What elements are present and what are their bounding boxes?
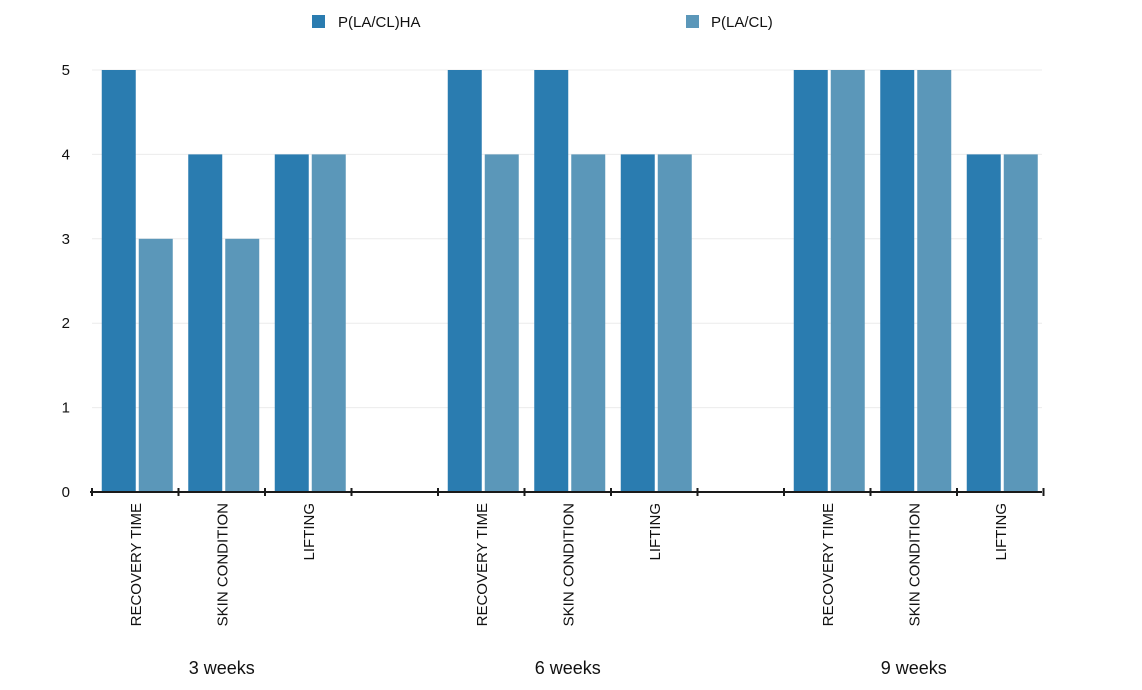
bar xyxy=(1003,154,1038,492)
bar xyxy=(571,154,606,492)
bar xyxy=(447,70,482,492)
legend-swatch xyxy=(312,15,325,28)
legend-swatch xyxy=(686,15,699,28)
bar xyxy=(484,154,519,492)
bar xyxy=(793,70,828,492)
y-tick-label: 1 xyxy=(62,400,70,417)
bar xyxy=(138,238,173,492)
x-category-label: RECOVERY TIME xyxy=(820,503,837,626)
bar xyxy=(188,154,223,492)
y-tick-label: 4 xyxy=(62,146,70,163)
bar xyxy=(880,70,915,492)
y-tick-label: 3 xyxy=(62,231,70,248)
x-category-label: RECOVERY TIME xyxy=(128,503,145,626)
y-tick-label: 5 xyxy=(62,62,70,79)
bar xyxy=(620,154,655,492)
bar xyxy=(657,154,692,492)
x-category-label: LIFTING xyxy=(993,503,1010,561)
group-label: 3 weeks xyxy=(189,658,255,678)
bar xyxy=(225,238,260,492)
x-category-label: SKIN CONDITION xyxy=(907,503,924,626)
bar xyxy=(101,70,136,492)
x-category-label: SKIN CONDITION xyxy=(561,503,578,626)
bar xyxy=(311,154,346,492)
x-category-label: LIFTING xyxy=(301,503,318,561)
bar xyxy=(966,154,1001,492)
x-category-label: RECOVERY TIME xyxy=(474,503,491,626)
x-category-label: LIFTING xyxy=(647,503,664,561)
bar xyxy=(534,70,569,492)
bar xyxy=(830,70,865,492)
legend-label: P(LA/CL)HA xyxy=(338,14,421,31)
bar xyxy=(274,154,309,492)
group-label: 6 weeks xyxy=(535,658,601,678)
y-tick-label: 0 xyxy=(62,484,70,501)
bar xyxy=(917,70,952,492)
x-category-label: SKIN CONDITION xyxy=(215,503,232,626)
group-label: 9 weeks xyxy=(881,658,947,678)
y-tick-label: 2 xyxy=(62,315,70,332)
legend-label: P(LA/CL) xyxy=(711,14,773,31)
